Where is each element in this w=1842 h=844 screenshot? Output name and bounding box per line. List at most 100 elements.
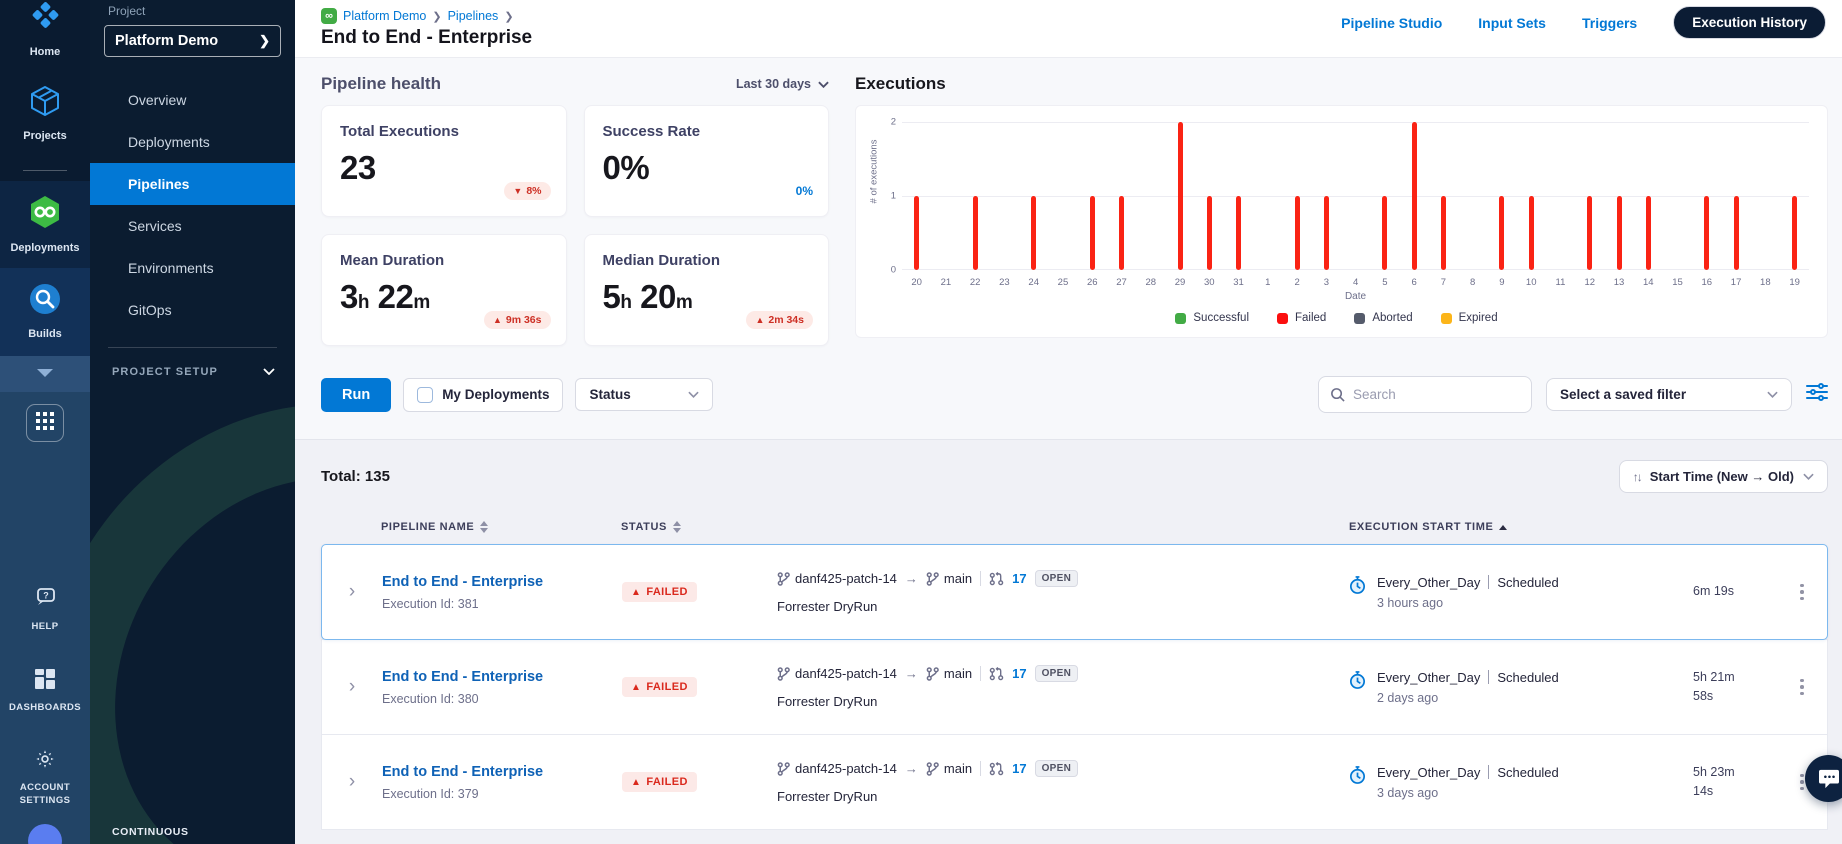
column-pipeline-name[interactable]: PIPELINE NAME bbox=[381, 521, 621, 533]
legend-swatch bbox=[1440, 312, 1452, 324]
legend-item-successful[interactable]: Successful bbox=[1175, 312, 1249, 324]
sort-caret-up-icon bbox=[1499, 524, 1508, 530]
sidebar-divider bbox=[108, 347, 277, 348]
rail-item-account-settings[interactable]: ACCOUNT SETTINGS bbox=[8, 748, 82, 808]
column-execution-start-time[interactable]: EXECUTION START TIME bbox=[1349, 521, 1694, 533]
filter-sliders-icon[interactable] bbox=[1806, 383, 1828, 406]
legend-item-expired[interactable]: Expired bbox=[1440, 312, 1498, 324]
rail-item-home[interactable]: Home bbox=[29, 2, 61, 58]
delta-badge: ▲ 2m 34s bbox=[746, 311, 813, 329]
tab-triggers[interactable]: Triggers bbox=[1581, 14, 1638, 31]
rail-item-dashboards[interactable]: DASHBOARDS bbox=[8, 668, 82, 715]
bar-slot bbox=[1604, 122, 1633, 270]
sort-carets-icon bbox=[480, 521, 489, 533]
sidebar-item-deployments[interactable]: Deployments bbox=[128, 134, 210, 150]
pipeline-name-link[interactable]: End to End - Enterprise bbox=[382, 763, 544, 780]
pr-number-link[interactable]: 17 bbox=[1012, 666, 1027, 681]
failed-bar[interactable] bbox=[1118, 196, 1124, 270]
sidebar-item-pipelines[interactable]: Pipelines bbox=[90, 163, 295, 205]
failed-bar[interactable] bbox=[1206, 196, 1212, 270]
gridline bbox=[902, 122, 1809, 123]
project-setup-toggle[interactable]: PROJECT SETUP bbox=[90, 348, 295, 378]
source-branch[interactable]: danf425-patch-14 bbox=[777, 761, 897, 776]
sidebar-item-gitops[interactable]: GitOps bbox=[128, 302, 172, 318]
target-branch[interactable]: main bbox=[926, 571, 972, 586]
expand-chevron-icon[interactable]: › bbox=[348, 676, 356, 697]
x-tick-label: 4 bbox=[1352, 277, 1359, 288]
time-range-dropdown[interactable]: Last 30 days bbox=[736, 77, 829, 91]
failed-bar[interactable] bbox=[1704, 196, 1710, 270]
target-branch[interactable]: main bbox=[926, 666, 972, 681]
chevron-down-icon bbox=[1803, 473, 1814, 480]
target-branch[interactable]: main bbox=[926, 761, 972, 776]
support-chat-button[interactable] bbox=[1805, 755, 1842, 802]
failed-bar[interactable] bbox=[1440, 196, 1446, 270]
sidebar-item-overview[interactable]: Overview bbox=[128, 92, 187, 108]
failed-bar[interactable] bbox=[1528, 196, 1534, 270]
rail-item-deployments[interactable]: Deployments bbox=[10, 194, 80, 254]
trigger-name: Forrester DryRun bbox=[777, 599, 878, 614]
pr-number-link[interactable]: 17 bbox=[1012, 571, 1027, 586]
failed-bar[interactable] bbox=[1792, 196, 1798, 270]
failed-bar[interactable] bbox=[1616, 196, 1622, 270]
failed-bar[interactable] bbox=[1236, 196, 1242, 270]
legend-item-aborted[interactable]: Aborted bbox=[1354, 312, 1413, 324]
rail-collapse-strip[interactable] bbox=[0, 356, 90, 392]
run-button[interactable]: Run bbox=[321, 377, 392, 412]
source-branch[interactable]: danf425-patch-14 bbox=[777, 571, 897, 586]
card-label: Mean Duration bbox=[340, 252, 445, 269]
pr-number-link[interactable]: 17 bbox=[1012, 761, 1027, 776]
schedule-type: Scheduled bbox=[1497, 764, 1559, 780]
sidebar-item-services[interactable]: Services bbox=[128, 218, 182, 234]
failed-bar[interactable] bbox=[1645, 196, 1651, 270]
failed-bar[interactable] bbox=[1177, 122, 1183, 270]
rail-item-projects[interactable]: Projects bbox=[23, 84, 67, 142]
module-grid-button[interactable] bbox=[26, 404, 64, 442]
x-tick-label: 20 bbox=[911, 277, 922, 288]
project-selector[interactable]: Platform Demo ❯ bbox=[104, 25, 281, 57]
card-value: 0% bbox=[602, 149, 650, 186]
pipeline-name-link[interactable]: End to End - Enterprise bbox=[382, 668, 544, 685]
row-menu-kebab-icon[interactable] bbox=[1777, 678, 1827, 696]
breadcrumb-pipelines[interactable]: Pipelines bbox=[447, 9, 499, 23]
failed-bar[interactable] bbox=[1294, 196, 1300, 270]
sidebar-item-environments[interactable]: Environments bbox=[128, 260, 214, 276]
tab-input-sets[interactable]: Input Sets bbox=[1478, 14, 1546, 31]
failed-bar[interactable] bbox=[1382, 196, 1388, 270]
failed-bar[interactable] bbox=[1323, 196, 1329, 270]
execution-row[interactable]: › End to End - Enterprise Execution Id: … bbox=[321, 734, 1828, 830]
project-name: Platform Demo bbox=[115, 33, 219, 49]
execution-row[interactable]: › End to End - Enterprise Execution Id: … bbox=[321, 544, 1828, 640]
row-menu-kebab-icon[interactable] bbox=[1777, 583, 1827, 601]
y-tick-label: 2 bbox=[890, 116, 896, 128]
column-status[interactable]: STATUS bbox=[621, 521, 776, 533]
rail-item-builds[interactable]: Builds bbox=[28, 282, 62, 340]
tab-execution-history[interactable]: Execution History bbox=[1673, 6, 1826, 39]
status-dropdown[interactable]: Status bbox=[575, 378, 714, 411]
rail-item-help[interactable]: ? HELP bbox=[8, 587, 82, 634]
user-avatar[interactable] bbox=[28, 824, 62, 844]
my-deployments-checkbox[interactable] bbox=[417, 386, 434, 403]
tab-pipeline-studio[interactable]: Pipeline Studio bbox=[1341, 14, 1443, 31]
failed-bar[interactable] bbox=[1733, 196, 1739, 270]
failed-bar[interactable] bbox=[1031, 196, 1037, 270]
search-input[interactable] bbox=[1353, 387, 1520, 402]
expand-chevron-icon[interactable]: › bbox=[348, 771, 356, 792]
failed-bar[interactable] bbox=[972, 196, 978, 270]
failed-bar[interactable] bbox=[1411, 122, 1417, 270]
failed-bar[interactable] bbox=[914, 196, 920, 270]
source-branch[interactable]: danf425-patch-14 bbox=[777, 666, 897, 681]
failed-bar[interactable] bbox=[1499, 196, 1505, 270]
execution-row[interactable]: › End to End - Enterprise Execution Id: … bbox=[321, 639, 1828, 735]
sort-dropdown[interactable]: ↑↓ Start Time (New → Old) bbox=[1618, 460, 1828, 493]
failed-bar[interactable] bbox=[1587, 196, 1593, 270]
failed-bar[interactable] bbox=[1089, 196, 1095, 270]
breadcrumb-project[interactable]: Platform Demo bbox=[343, 9, 427, 23]
pipeline-name-link[interactable]: End to End - Enterprise bbox=[382, 573, 544, 590]
row-menu-kebab-icon[interactable] bbox=[1777, 773, 1827, 791]
saved-filter-dropdown[interactable]: Select a saved filter bbox=[1546, 378, 1792, 411]
my-deployments-filter[interactable]: My Deployments bbox=[403, 377, 564, 412]
legend-item-failed[interactable]: Failed bbox=[1277, 312, 1326, 324]
expand-chevron-icon[interactable]: › bbox=[348, 581, 356, 602]
